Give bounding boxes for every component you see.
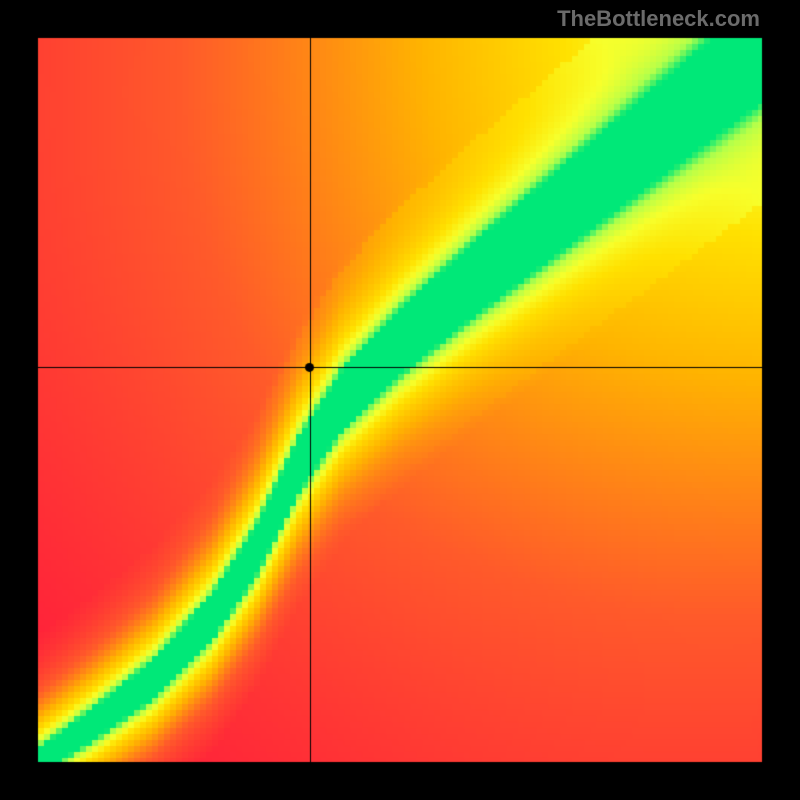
- bottleneck-heatmap: [0, 0, 800, 800]
- chart-container: TheBottleneck.com: [0, 0, 800, 800]
- watermark-text: TheBottleneck.com: [557, 6, 760, 32]
